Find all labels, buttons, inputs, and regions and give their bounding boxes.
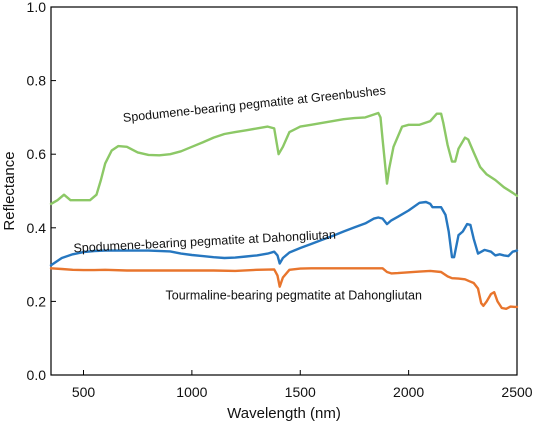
x-tick-label: 500: [72, 384, 96, 400]
ticks-layer: 500 1000 1500 2000 2500 0.0 0.2 0.4 0.6 0.8 1.0: [27, 0, 533, 400]
series-layer: [49, 111, 519, 310]
y-tick-label: 0.6: [27, 146, 47, 162]
y-tick-label: 1.0: [27, 0, 47, 15]
x-tick-label: 1500: [285, 384, 316, 400]
series-line-3: [49, 267, 519, 310]
y-tick-label: 0.2: [27, 293, 47, 309]
x-tick-label: 2500: [501, 384, 532, 400]
series-label-3: Tourmaline-bearing pegmatite at Dahongli…: [166, 289, 422, 303]
y-tick-label: 0.8: [27, 73, 47, 89]
x-tick-label: 1000: [176, 384, 207, 400]
y-tick-label: 0.4: [27, 220, 47, 236]
y-tick-label: 0.0: [27, 367, 47, 383]
series-line-2: [49, 200, 519, 267]
y-axis-label: Reflectance: [1, 151, 18, 230]
plot-area: [50, 6, 518, 376]
x-tick-label: 2000: [393, 384, 424, 400]
x-axis-label: Wavelength (nm): [227, 405, 341, 422]
series-line-1: [49, 111, 519, 206]
